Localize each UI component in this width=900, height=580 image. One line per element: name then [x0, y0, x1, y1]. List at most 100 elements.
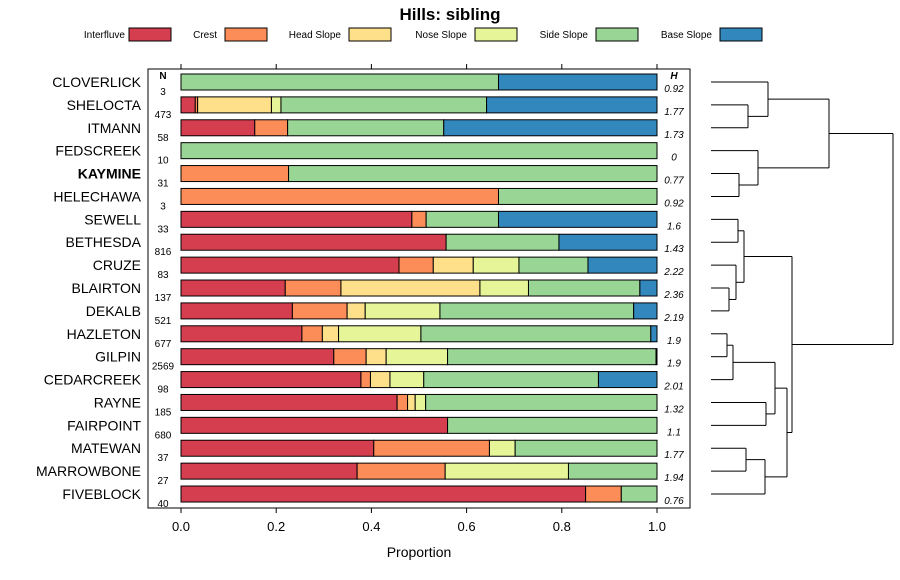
h-header: H — [670, 71, 678, 82]
n-header: N — [159, 71, 166, 82]
n-value: 37 — [157, 453, 169, 464]
bar-segment-interfluve — [180, 256, 400, 274]
bar-segment-interfluve — [180, 485, 587, 503]
h-value: 2.01 — [663, 382, 683, 393]
bar-segment-side-slope — [180, 142, 658, 160]
chart-title: Hills: sibling — [399, 5, 500, 24]
bar-segment-crest — [284, 279, 342, 297]
bar-segment-crest — [398, 256, 434, 274]
h-value: 1.1 — [667, 427, 681, 438]
bar-segment-side-slope — [280, 96, 488, 114]
bar-segment-side-slope — [288, 165, 658, 183]
series-label: CLOVERLICK — [52, 74, 141, 90]
n-value: 3 — [160, 201, 166, 212]
bar-segment-interfluve — [180, 416, 449, 434]
bar-segment-interfluve — [180, 233, 447, 251]
bar-segment-side-slope — [447, 416, 658, 434]
bar-segment-base-slope — [655, 348, 658, 366]
n-value: 40 — [157, 499, 169, 510]
bar-segment-interfluve — [180, 393, 398, 411]
bar-segment-base-slope — [486, 96, 658, 114]
legend-swatch-base-slope — [719, 27, 763, 42]
series-label: MARROWBONE — [36, 463, 141, 479]
series-label: MATEWAN — [71, 440, 141, 456]
bar-segment-nose-slope — [270, 96, 282, 114]
bar-segment-base-slope — [650, 325, 658, 343]
bar-segment-nose-slope — [488, 439, 516, 457]
bar-segment-head-slope — [321, 325, 340, 343]
x-tick-label: 0.4 — [362, 519, 380, 534]
bar-segment-nose-slope — [472, 256, 520, 274]
bar-segment-crest — [411, 210, 427, 228]
bar-segment-nose-slope — [338, 325, 422, 343]
x-tick-label: 0.8 — [553, 519, 571, 534]
bar-segment-crest — [180, 165, 290, 183]
bar-segment-crest — [373, 439, 490, 457]
series-label: ITMANN — [87, 120, 141, 136]
n-value: 521 — [155, 316, 172, 327]
n-value: 58 — [157, 133, 169, 144]
x-axis-title: Proportion — [387, 544, 452, 560]
series-label: CEDARCREEK — [44, 372, 142, 388]
n-value: 31 — [157, 179, 169, 190]
bar-segment-side-slope — [180, 73, 499, 91]
n-value: 185 — [155, 407, 172, 418]
legend-label-base-slope: Base Slope — [661, 30, 713, 41]
bar-segment-crest — [396, 393, 409, 411]
h-value: 1.9 — [667, 336, 681, 347]
bar-segment-nose-slope — [414, 393, 427, 411]
h-value: 2.22 — [663, 267, 684, 278]
bar-segment-nose-slope — [479, 279, 529, 297]
bar-segment-crest — [585, 485, 622, 503]
bar-segment-crest — [356, 462, 446, 480]
x-tick-label: 0.6 — [458, 519, 476, 534]
series-label: SEWELL — [84, 211, 141, 227]
bar-segment-crest — [301, 325, 323, 343]
legend-label-crest: Crest — [193, 30, 217, 41]
bar-segment-side-slope — [514, 439, 658, 457]
bar-segment-side-slope — [423, 371, 599, 389]
bar-segment-side-slope — [527, 279, 641, 297]
x-tick-label: 1.0 — [648, 519, 666, 534]
bar-segment-head-slope — [197, 96, 272, 114]
bar-segment-nose-slope — [364, 302, 441, 320]
h-value: 0.77 — [664, 176, 684, 187]
series-label: HELECHAWA — [53, 188, 141, 204]
series-label: FIVEBLOCK — [62, 486, 141, 502]
bar-segment-interfluve — [180, 96, 196, 114]
n-value: 816 — [155, 247, 172, 258]
bar-segment-head-slope — [407, 393, 416, 411]
h-value: 0.92 — [664, 198, 684, 209]
n-value: 677 — [155, 339, 172, 350]
bar-segment-head-slope — [369, 371, 391, 389]
h-value: 1.77 — [664, 107, 684, 118]
legend-swatch-nose-slope — [474, 27, 518, 42]
bar-segment-base-slope — [497, 73, 658, 91]
series-label: HAZLETON — [67, 326, 141, 342]
bar-segment-side-slope — [567, 462, 658, 480]
bar-segment-side-slope — [425, 210, 499, 228]
series-label: GILPIN — [95, 349, 141, 365]
h-value: 0 — [671, 153, 677, 164]
bar-segment-side-slope — [287, 119, 445, 137]
bar-segment-nose-slope — [389, 371, 425, 389]
plot-area: 0.0 0.2 0.4 0.6 0.8 1.0 N H CLOVERLICK 3 0.92 SHELO… — [36, 64, 691, 534]
n-value: 2569 — [152, 362, 175, 373]
bar-segment-base-slope — [587, 256, 658, 274]
bar-segment-head-slope — [365, 348, 387, 366]
x-tick-label: 0.0 — [172, 519, 190, 534]
n-value: 680 — [155, 430, 172, 441]
bar-segment-crest — [360, 371, 371, 389]
bar-segment-base-slope — [443, 119, 658, 137]
n-value: 10 — [157, 156, 169, 167]
bar-segment-side-slope — [420, 325, 652, 343]
series-label: FAIRPOINT — [67, 417, 141, 433]
legend-label-nose-slope: Nose Slope — [415, 30, 467, 41]
n-value: 137 — [155, 293, 172, 304]
h-value: 1.94 — [664, 473, 684, 484]
n-value: 473 — [155, 110, 172, 121]
bar-segment-crest — [254, 119, 289, 137]
n-value: 27 — [157, 476, 169, 487]
bar-segment-interfluve — [180, 210, 413, 228]
